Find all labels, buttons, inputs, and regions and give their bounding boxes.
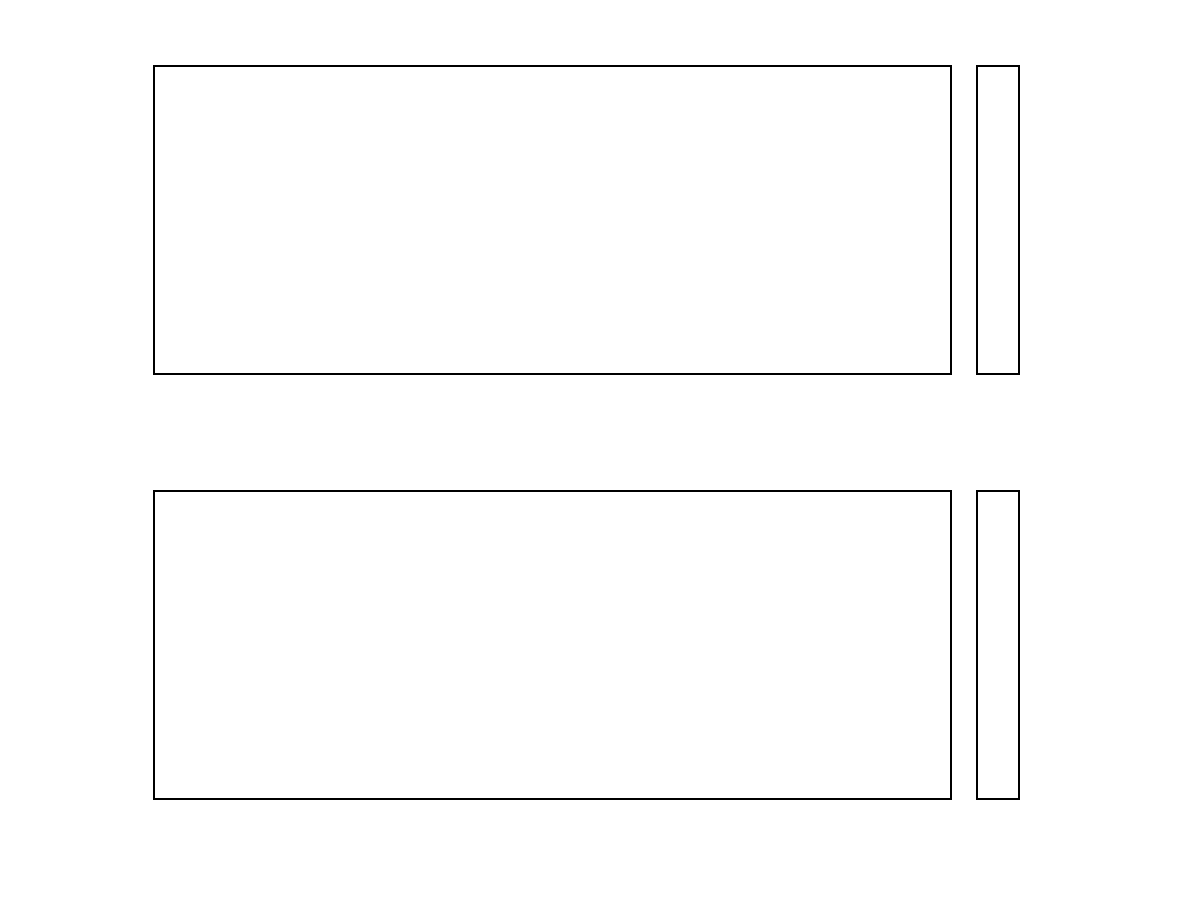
colorbar [976,65,1020,375]
temperature-colorbar-canvas [978,67,1018,373]
humidity-heatmap-canvas [155,492,950,798]
temperature-heatmap-canvas [155,67,950,373]
colorbar [976,490,1020,800]
heatmap-axes [153,490,952,800]
heatmap-axes [153,65,952,375]
humidity-colorbar-canvas [978,492,1018,798]
